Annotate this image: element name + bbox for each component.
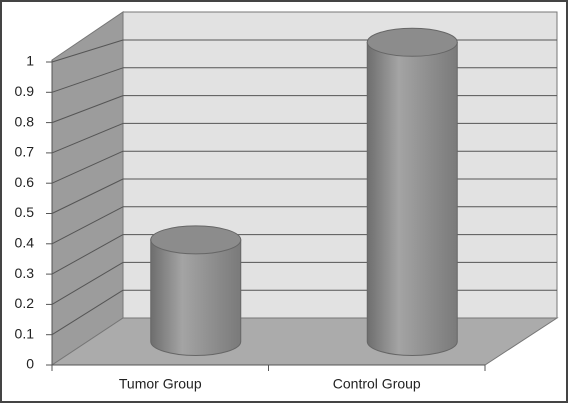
y-tick-label: 0.8	[15, 113, 35, 129]
grid-line	[51, 206, 124, 245]
y-tick-label: 0.1	[15, 325, 35, 341]
grid-line	[51, 234, 124, 275]
grid-line	[51, 150, 124, 184]
y-tick-label: 0.3	[15, 265, 35, 281]
y-tick-label: 0	[26, 356, 34, 372]
grid-line	[51, 178, 124, 214]
x-tick-label: Tumor Group	[119, 376, 202, 392]
grid-line	[51, 122, 124, 154]
y-tick-label: 0.4	[15, 235, 35, 251]
bar-top	[366, 27, 458, 57]
y-tick-label: 0.7	[15, 144, 35, 160]
y-tick-label: 1	[26, 53, 34, 69]
grid-line	[51, 67, 124, 93]
grid-line	[51, 95, 124, 124]
grid-line	[51, 39, 124, 63]
grid-line	[51, 261, 124, 305]
floor	[50, 317, 559, 366]
bars	[150, 27, 458, 356]
y-tick-label: 0.6	[15, 174, 35, 190]
bar	[150, 239, 242, 356]
y-tick-label: 0.5	[15, 204, 35, 220]
bar-top	[150, 225, 242, 255]
y-tick-label: 0.2	[15, 295, 35, 311]
y-tick-label: 0.9	[15, 83, 35, 99]
x-tick-label: Control Group	[333, 376, 421, 392]
grid-line	[51, 289, 124, 336]
bar	[366, 41, 458, 356]
